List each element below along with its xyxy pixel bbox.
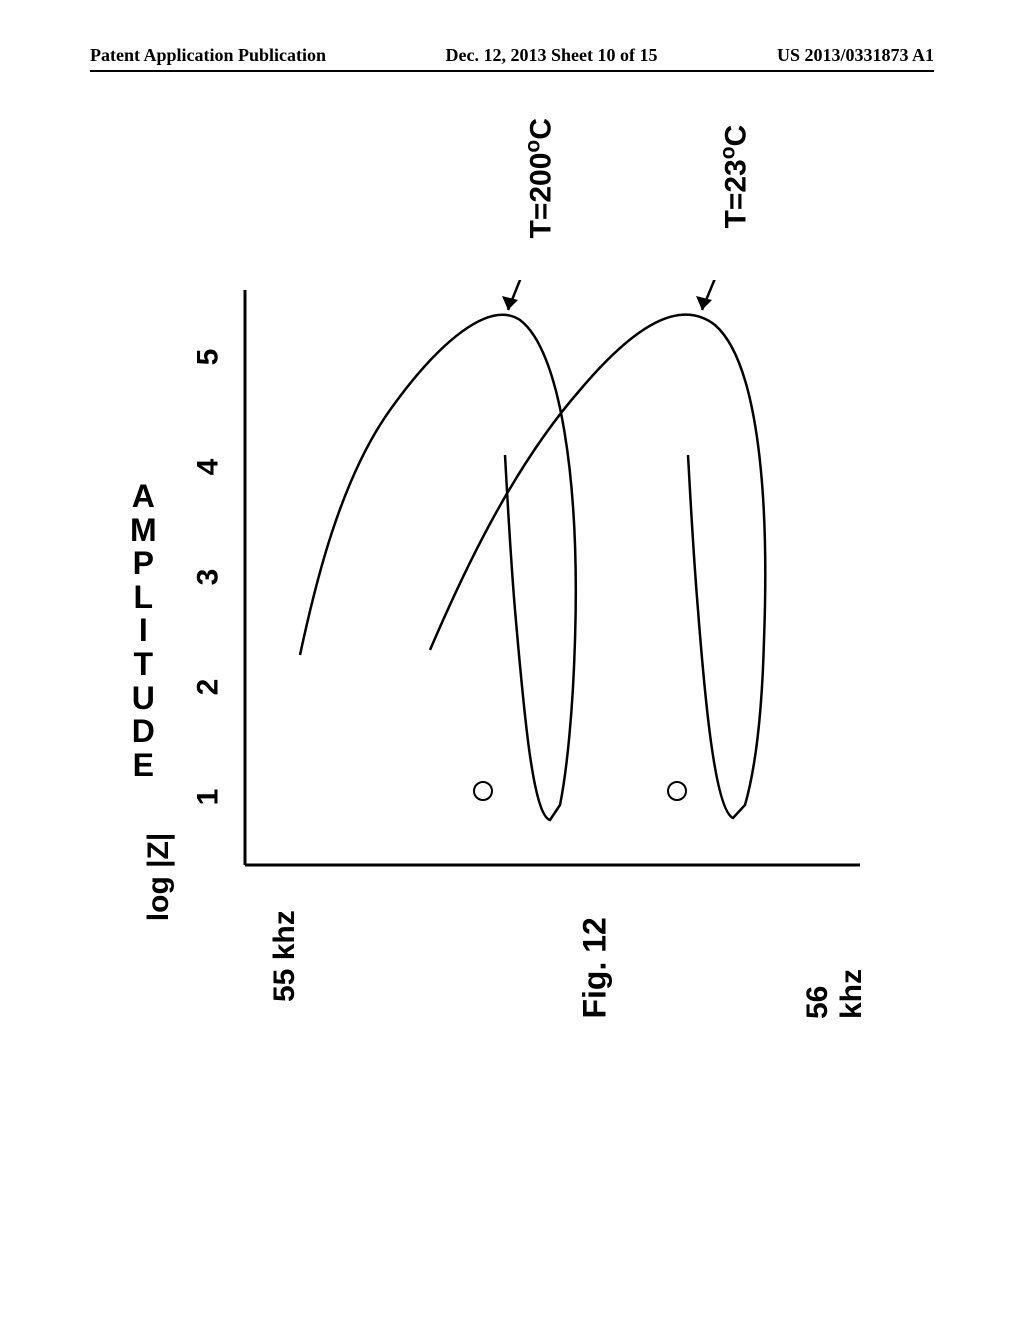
y-axis-title: A M P L I T U D E xyxy=(130,480,161,782)
y-title-M: M xyxy=(130,514,161,548)
curve-label-t200: T=200oC xyxy=(522,118,559,238)
y-axis-sublabel: log |Z| xyxy=(142,833,176,921)
header-middle: Dec. 12, 2013 Sheet 10 of 15 xyxy=(446,45,658,66)
y-tick-3: 3 xyxy=(191,569,225,586)
y-tick-4: 4 xyxy=(191,459,225,476)
arrow-t200 xyxy=(508,280,540,310)
y-tick-1: 1 xyxy=(191,789,225,806)
page-header: Patent Application Publication Dec. 12, … xyxy=(0,45,1024,66)
marker-circle-right xyxy=(668,782,686,800)
y-title-T: T xyxy=(130,648,161,682)
y-title-P: P xyxy=(130,547,161,581)
header-right: US 2013/0331873 A1 xyxy=(777,45,934,66)
header-left: Patent Application Publication xyxy=(90,45,326,66)
y-title-E: E xyxy=(130,749,161,783)
x-tick-left: 55 khz xyxy=(268,910,302,1002)
curve-t23 xyxy=(430,315,765,818)
figure-container: 1 2 3 4 5 A M P L I T U D E log |Z| 55 k… xyxy=(180,280,860,1040)
x-tick-right: 56 khz xyxy=(801,969,869,1019)
header-rule xyxy=(90,70,934,72)
y-title-I: I xyxy=(130,614,161,648)
curve-t200 xyxy=(300,315,576,820)
arrow-t23 xyxy=(702,280,735,310)
y-title-A: A xyxy=(130,480,161,514)
curve-label-t23: T=23oC xyxy=(717,125,754,229)
arrowhead-t200 xyxy=(502,296,518,310)
y-title-L: L xyxy=(130,581,161,615)
y-title-D: D xyxy=(130,715,161,749)
y-tick-2: 2 xyxy=(191,679,225,696)
y-tick-5: 5 xyxy=(191,349,225,366)
fig-label: Fig. 12 xyxy=(577,917,614,1018)
arrowhead-t23 xyxy=(696,296,712,310)
y-title-U: U xyxy=(130,682,161,716)
marker-circle-left xyxy=(474,782,492,800)
